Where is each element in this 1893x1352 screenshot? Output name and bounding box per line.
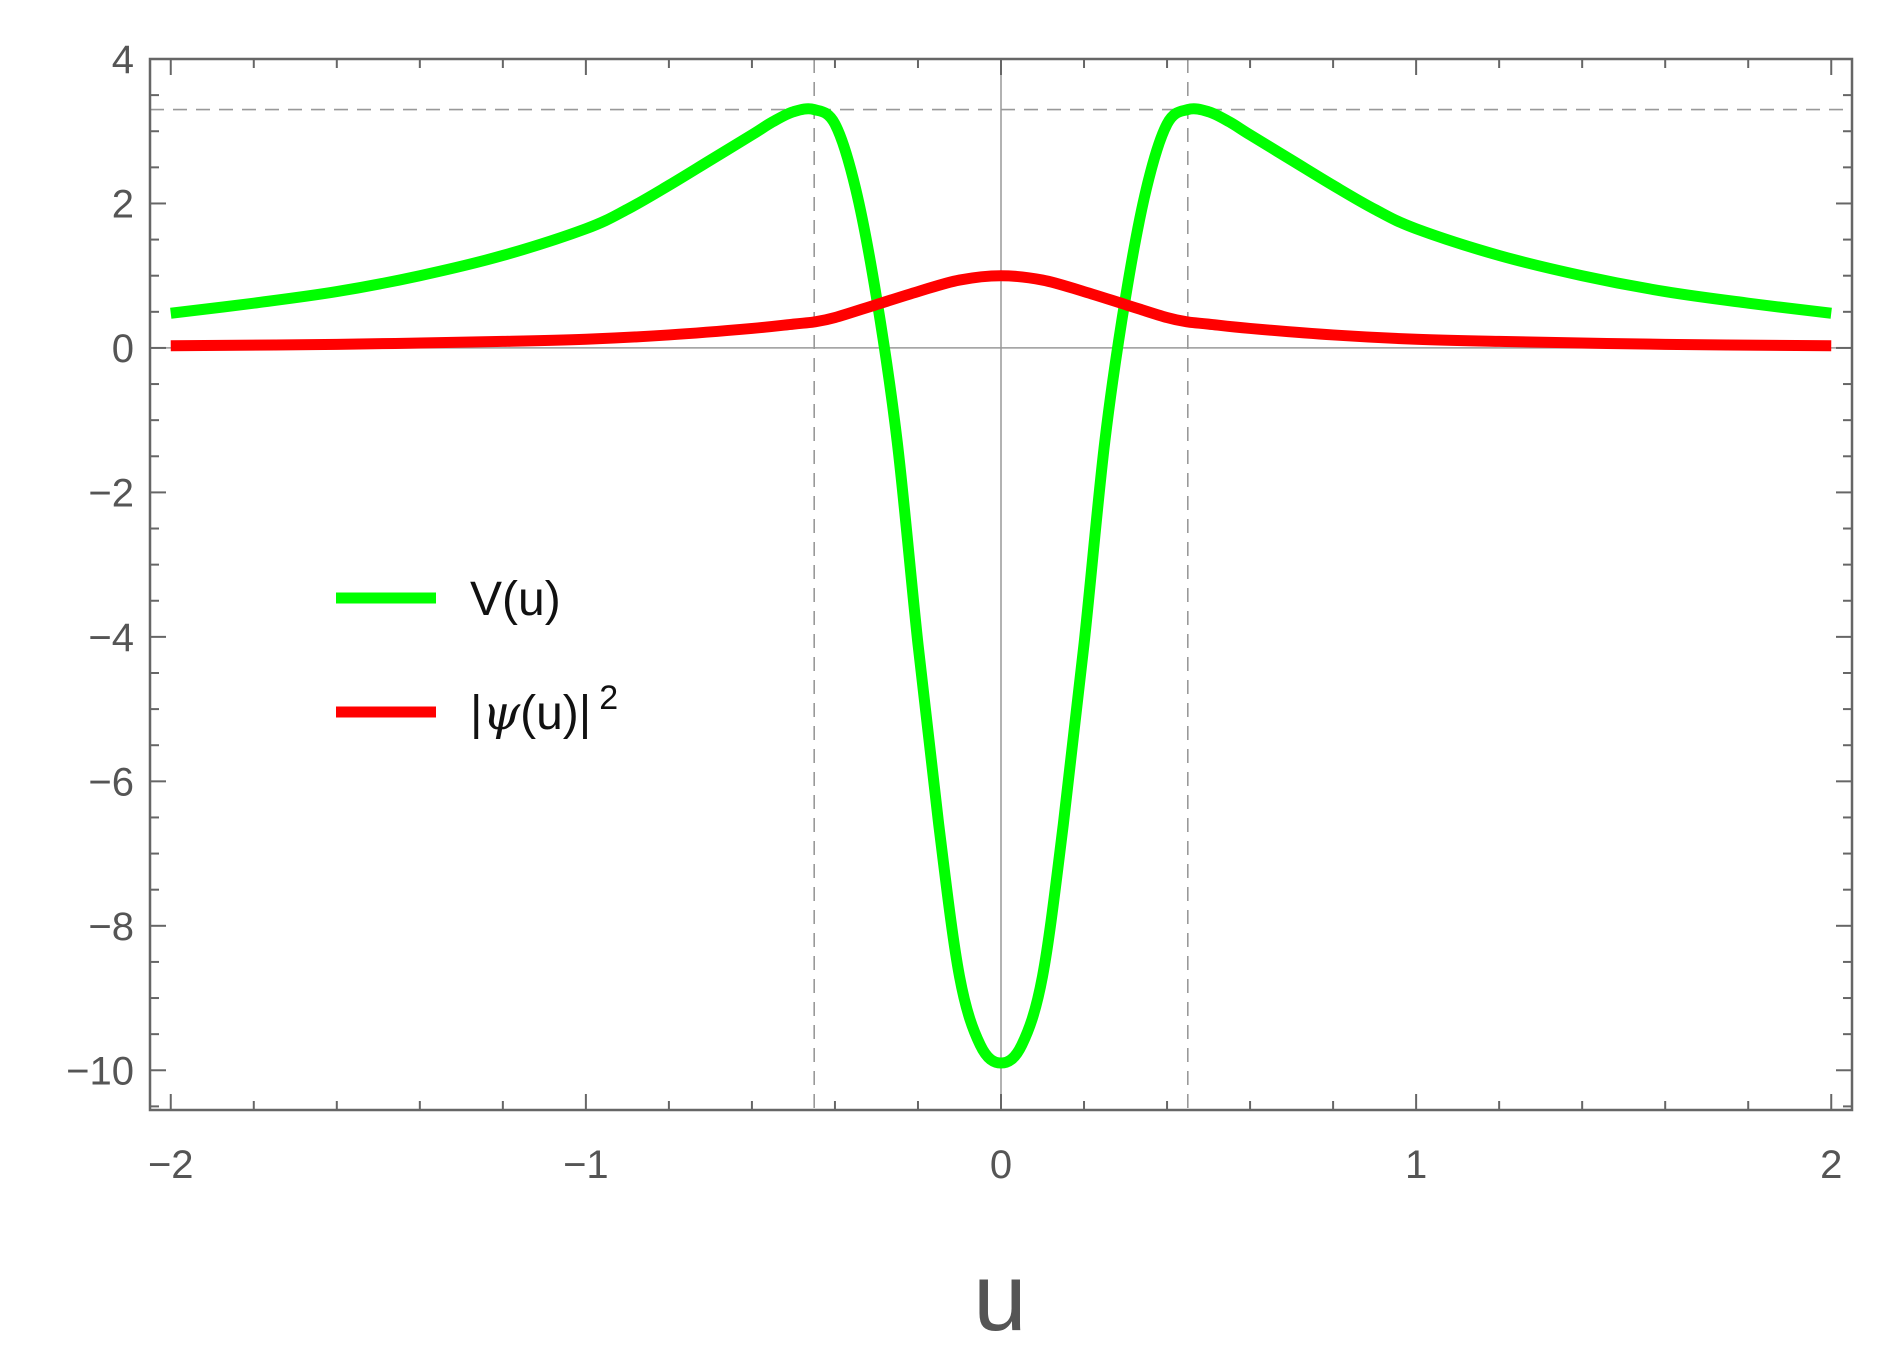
x-axis-title: u — [973, 1244, 1026, 1351]
x-tick-label: −1 — [563, 1143, 609, 1187]
y-tick-label: 2 — [112, 182, 134, 226]
x-tick-label: −2 — [148, 1143, 194, 1187]
series-layer — [170, 103, 1832, 1069]
series-line-v — [170, 103, 1832, 1069]
x-tick-label: 1 — [1405, 1143, 1427, 1187]
legend-label-psi: |ψ(u)| 2 — [470, 679, 618, 741]
series-line-psi-squared — [170, 270, 1832, 352]
x-tick-labels: −2 −1 0 1 2 — [148, 1143, 1842, 1187]
y-tick-label: −2 — [88, 471, 134, 515]
legend-label-v: V(u) — [470, 573, 561, 626]
x-tick-label: 0 — [990, 1143, 1012, 1187]
y-tick-label: −8 — [88, 905, 134, 949]
y-tick-label: −10 — [66, 1049, 134, 1093]
x-tick-label: 2 — [1820, 1143, 1842, 1187]
y-tick-label: −6 — [88, 760, 134, 804]
axis-ticks — [150, 58, 1852, 1110]
y-tick-label: −4 — [88, 616, 134, 660]
y-tick-label: 0 — [112, 327, 134, 371]
y-tick-label: 4 — [112, 38, 134, 82]
legend: V(u) |ψ(u)| 2 — [336, 573, 618, 741]
y-tick-labels: 4 2 0 −2 −4 −6 −8 −10 — [66, 38, 134, 1093]
